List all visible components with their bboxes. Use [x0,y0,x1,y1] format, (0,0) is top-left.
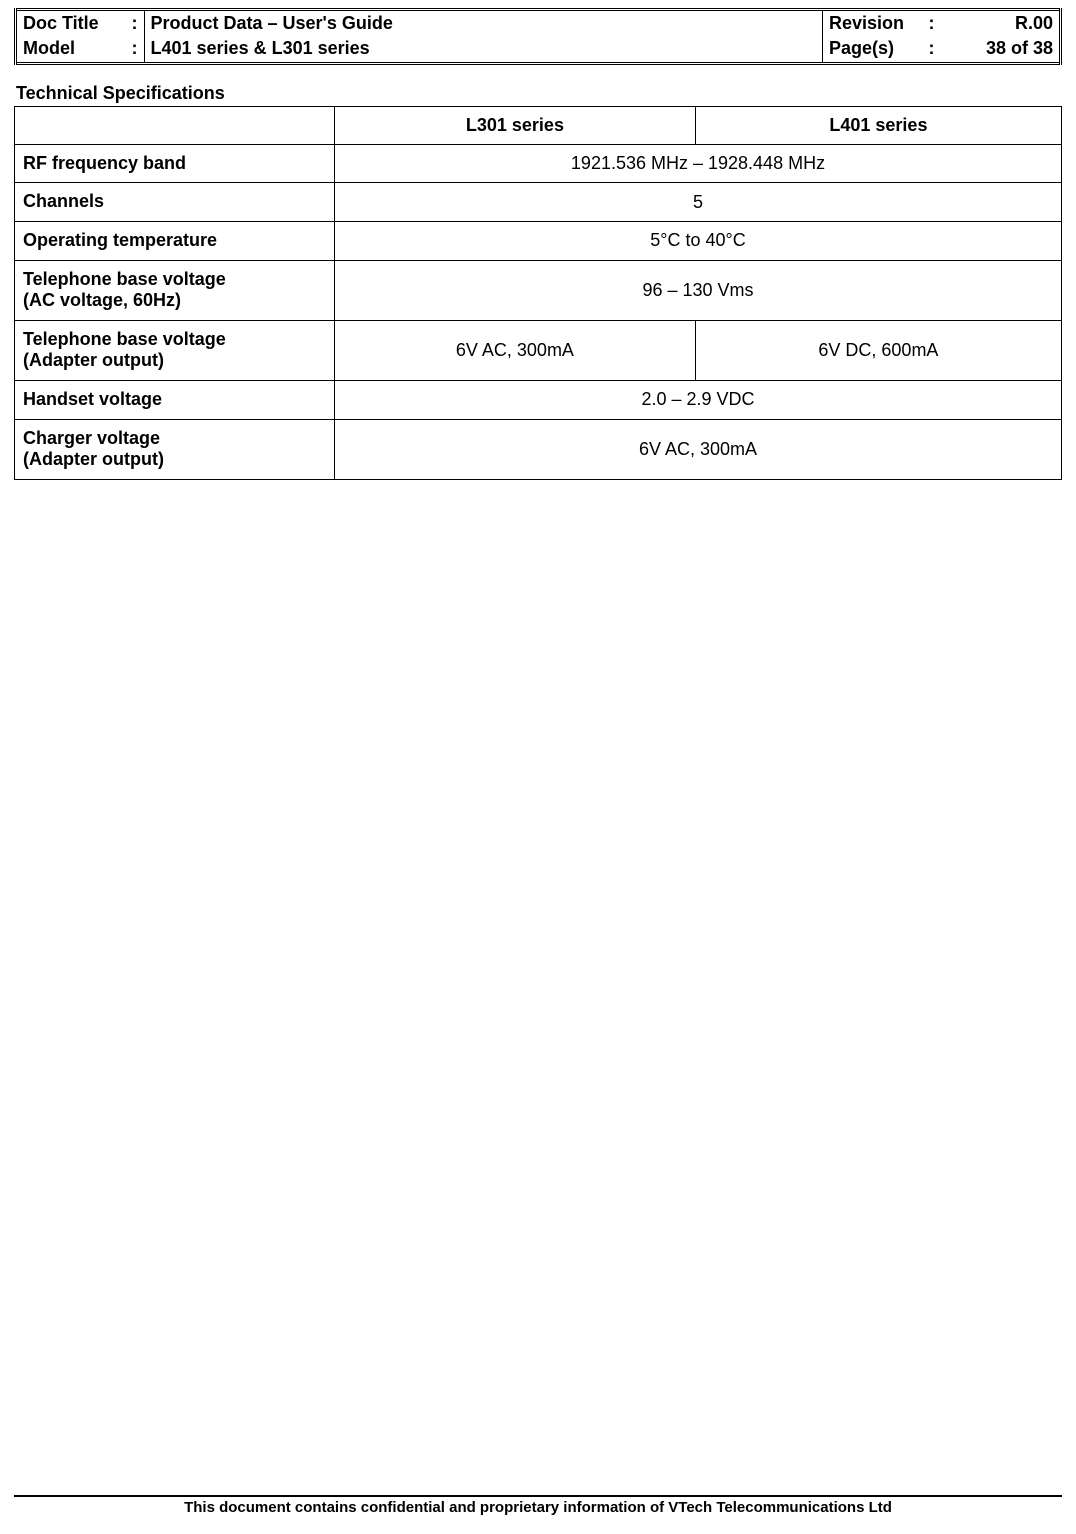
row-base-voltage-adapter-label: Telephone base voltage(Adapter output) [15,320,335,380]
row-channels-value: 5 [335,183,1062,222]
colon: : [126,36,145,63]
table-row: Charger voltage(Adapter output) 6V AC, 3… [15,419,1062,479]
col-header-l401: L401 series [695,106,1061,144]
row-charger-voltage-label: Charger voltage(Adapter output) [15,419,335,479]
table-row: Operating temperature 5°C to 40°C [15,221,1062,260]
footer-rule [14,1495,1062,1497]
footer: This document contains confidential and … [14,1495,1062,1516]
row-base-voltage-adapter-l301: 6V AC, 300mA [335,320,696,380]
pages-value: 38 of 38 [941,36,1061,63]
table-row: RF frequency band 1921.536 MHz – 1928.44… [15,144,1062,183]
revision-value: R.00 [941,10,1061,37]
row-rf-band-label: RF frequency band [15,144,335,183]
row-channels-label: Channels [15,183,335,222]
row-base-voltage-ac-value: 96 – 130 Vms [335,260,1062,320]
revision-label: Revision [823,10,923,37]
table-row: L301 series L401 series [15,106,1062,144]
document-header-table: Doc Title : Product Data – User's Guide … [14,8,1062,65]
table-row: Handset voltage 2.0 – 2.9 VDC [15,380,1062,419]
table-row: Channels 5 [15,183,1062,222]
table-row: Telephone base voltage(AC voltage, 60Hz)… [15,260,1062,320]
colon: : [126,10,145,37]
row-handset-voltage-label: Handset voltage [15,380,335,419]
spec-table: L301 series L401 series RF frequency ban… [14,106,1062,480]
row-op-temp-value: 5°C to 40°C [335,221,1062,260]
row-base-voltage-adapter-l401: 6V DC, 600mA [695,320,1061,380]
model-label: Model [16,36,126,63]
colon: : [923,36,941,63]
doc-title-label: Doc Title [16,10,126,37]
model-value: L401 series & L301 series [144,36,823,63]
table-row: Telephone base voltage(Adapter output) 6… [15,320,1062,380]
row-op-temp-label: Operating temperature [15,221,335,260]
pages-label: Page(s) [823,36,923,63]
colon: : [923,10,941,37]
blank-header-cell [15,106,335,144]
doc-title-value: Product Data – User's Guide [144,10,823,37]
section-title: Technical Specifications [14,83,1062,104]
footer-text: This document contains confidential and … [14,1499,1062,1516]
row-handset-voltage-value: 2.0 – 2.9 VDC [335,380,1062,419]
row-rf-band-value: 1921.536 MHz – 1928.448 MHz [335,144,1062,183]
col-header-l301: L301 series [335,106,696,144]
row-base-voltage-ac-label: Telephone base voltage(AC voltage, 60Hz) [15,260,335,320]
row-charger-voltage-value: 6V AC, 300mA [335,419,1062,479]
